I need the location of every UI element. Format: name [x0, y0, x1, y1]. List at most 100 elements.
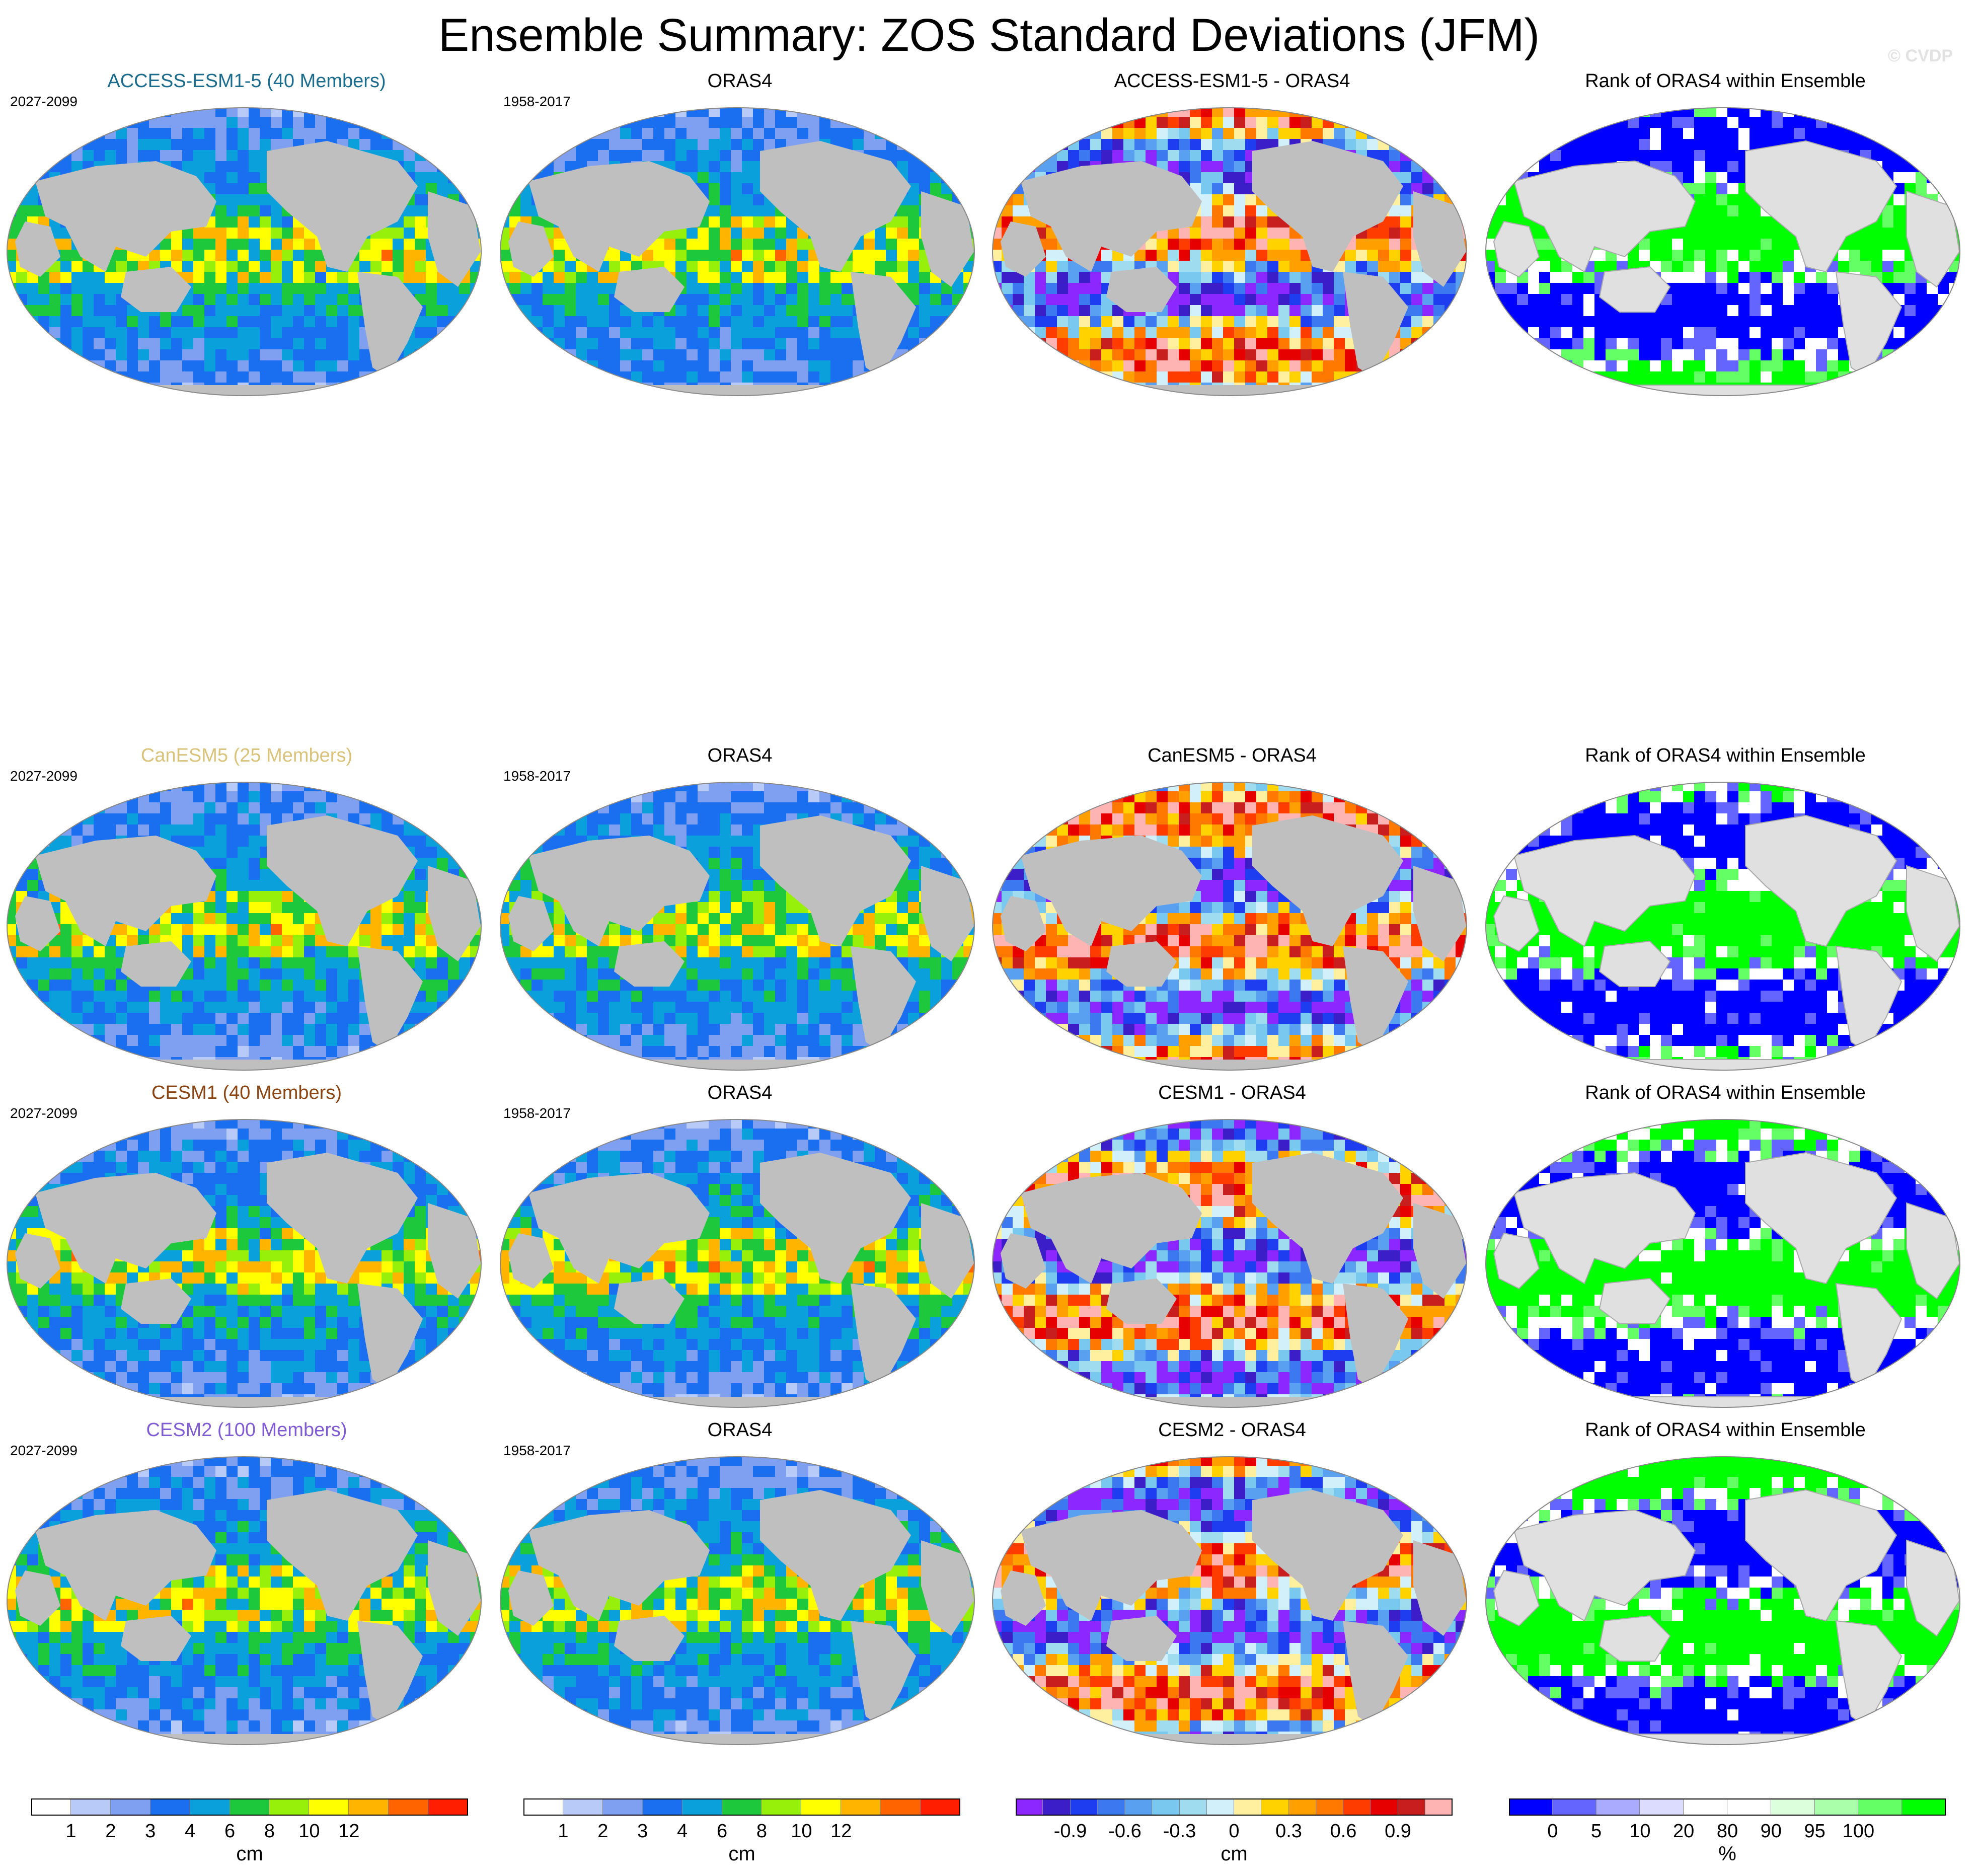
colorbar-tick-label: 8: [264, 1821, 275, 1842]
colorbar-swatch: [1552, 1798, 1596, 1816]
colorbar-swatch: [1097, 1798, 1125, 1816]
colorbar-frame: [1509, 1798, 1946, 1816]
panel-title-model-2: CanESM5 (25 Members): [140, 745, 353, 766]
colorbar-swatch: [1043, 1798, 1071, 1816]
colorbar-swatch: [428, 1798, 468, 1816]
colorbar-tick-label: 2: [105, 1821, 116, 1842]
map-model-3: [7, 1119, 482, 1408]
colorbar-swatch: [722, 1798, 762, 1816]
map-obs-3: [500, 1119, 975, 1408]
colorbar-tick-label: 6: [716, 1821, 728, 1842]
colorbar-tick-label: 10: [298, 1821, 320, 1842]
colorbar-swatch: [1152, 1798, 1180, 1816]
colorbar-swatch: [230, 1798, 270, 1816]
panel-period-obs-2: 1958-2017: [503, 768, 571, 784]
map-obs-1: [500, 107, 975, 396]
colorbar-swatch: [602, 1798, 643, 1816]
panel-title-model-3: CESM1 (40 Members): [151, 1082, 342, 1103]
colorbar-swatch: [1261, 1798, 1289, 1816]
colorbar-swatch: [1640, 1798, 1684, 1816]
colorbar-swatch: [1727, 1798, 1771, 1816]
colorbar-diff: -0.9 -0.6 -0.3 0 0.3 0.6 0.9 cm: [1016, 1798, 1453, 1869]
colorbar-tick-label: 3: [145, 1821, 156, 1842]
colorbar-swatch: [309, 1798, 349, 1816]
panel-title-diff-4: CESM2 - ORAS4: [1158, 1419, 1306, 1441]
colorbar-swatch: [110, 1798, 150, 1816]
panel-title-diff-2: CanESM5 - ORAS4: [1148, 745, 1317, 766]
colorbar-swatch: [389, 1798, 429, 1816]
panel-title-diff-3: CESM1 - ORAS4: [1158, 1082, 1306, 1103]
colorbar-tick-label: 0.9: [1385, 1821, 1411, 1842]
map-rank-4: [1485, 1456, 1960, 1745]
map-model-1: [7, 107, 482, 396]
panel-period-model-4: 2027-2099: [10, 1443, 78, 1458]
colorbar-swatch: [841, 1798, 881, 1816]
colorbar-swatch: [1288, 1798, 1316, 1816]
panel-title-rank-4: Rank of ORAS4 within Ensemble: [1585, 1419, 1866, 1441]
colorbar-sd-obs: 1 2 3 4 6 8 10 12 cm: [523, 1798, 960, 1869]
map-diff-1: [992, 107, 1467, 396]
panel-title-rank-1: Rank of ORAS4 within Ensemble: [1585, 70, 1866, 92]
panel-title-obs-3: ORAS4: [707, 1082, 773, 1103]
colorbar-tick-label: -0.6: [1108, 1821, 1142, 1842]
copyright-label: © CVDP: [1888, 46, 1953, 65]
colorbar-swatch: [523, 1798, 563, 1816]
panel-title-diff-1: ACCESS-ESM1-5 - ORAS4: [1114, 70, 1350, 92]
colorbar-swatch: [1234, 1798, 1262, 1816]
colorbar-swatch: [1371, 1798, 1398, 1816]
colorbar-tick-label: 3: [637, 1821, 648, 1842]
colorbar-tick-label: 95: [1804, 1821, 1825, 1842]
panel-period-obs-1: 1958-2017: [503, 94, 571, 109]
colorbar-swatch: [1206, 1798, 1234, 1816]
colorbar-tick-label: 0.6: [1330, 1821, 1357, 1842]
colorbar-unit-label: cm: [728, 1843, 755, 1865]
panel-title-model-4: CESM2 (100 Members): [146, 1419, 347, 1441]
colorbar-swatch: [150, 1798, 190, 1816]
colorbar-sd-model: 1 2 3 4 6 8 10 12 cm: [31, 1798, 468, 1869]
colorbar-swatch: [1509, 1798, 1553, 1816]
colorbar-tick-label: 4: [677, 1821, 688, 1842]
colorbar-swatch: [1684, 1798, 1727, 1816]
colorbar-tick-label: 90: [1760, 1821, 1782, 1842]
map-diff-3: [992, 1119, 1467, 1408]
colorbar-frame: [523, 1798, 960, 1816]
colorbar-unit-label: cm: [236, 1843, 263, 1865]
colorbar-swatch: [1425, 1798, 1453, 1816]
colorbar-swatch: [563, 1798, 603, 1816]
colorbar-swatch: [269, 1798, 310, 1816]
colorbar-tick-label: 100: [1842, 1821, 1875, 1842]
colorbar-swatch: [642, 1798, 682, 1816]
colorbar-tick-label: 0: [1547, 1821, 1558, 1842]
colorbar-swatch: [1771, 1798, 1815, 1816]
colorbar-tick-label: 0.3: [1275, 1821, 1302, 1842]
colorbar-swatch: [1814, 1798, 1859, 1816]
colorbar-frame: [1016, 1798, 1453, 1816]
colorbar-swatch: [762, 1798, 802, 1816]
panel-period-model-1: 2027-2099: [10, 94, 78, 109]
panel-title-rank-3: Rank of ORAS4 within Ensemble: [1585, 1082, 1866, 1103]
colorbar-swatch: [1858, 1798, 1903, 1816]
colorbar-tick-label: 10: [791, 1821, 812, 1842]
map-obs-2: [500, 782, 975, 1071]
colorbar-swatch: [1179, 1798, 1207, 1816]
colorbar-tick-label: 8: [756, 1821, 768, 1842]
colorbar-unit-label: %: [1718, 1843, 1736, 1865]
colorbar-swatch: [1125, 1798, 1153, 1816]
colorbar-swatch: [190, 1798, 230, 1816]
colorbar-unit-label: cm: [1221, 1843, 1248, 1865]
map-rank-3: [1485, 1119, 1960, 1408]
colorbar-swatch: [801, 1798, 842, 1816]
colorbar-tick-label: 1: [65, 1821, 77, 1842]
figure-title: Ensemble Summary: ZOS Standard Deviation…: [438, 10, 1540, 61]
map-rank-2: [1485, 782, 1960, 1071]
map-obs-4: [500, 1456, 975, 1745]
colorbar-swatch: [682, 1798, 722, 1816]
panel-title-obs-4: ORAS4: [707, 1419, 773, 1441]
colorbar-tick-label: 6: [224, 1821, 236, 1842]
panel-period-model-2: 2027-2099: [10, 768, 78, 784]
colorbar-swatch: [1070, 1798, 1098, 1816]
colorbar-tick-label: 1: [558, 1821, 569, 1842]
panel-title-rank-2: Rank of ORAS4 within Ensemble: [1585, 745, 1866, 766]
colorbar-swatch: [1016, 1798, 1043, 1816]
colorbar-swatch: [1316, 1798, 1343, 1816]
